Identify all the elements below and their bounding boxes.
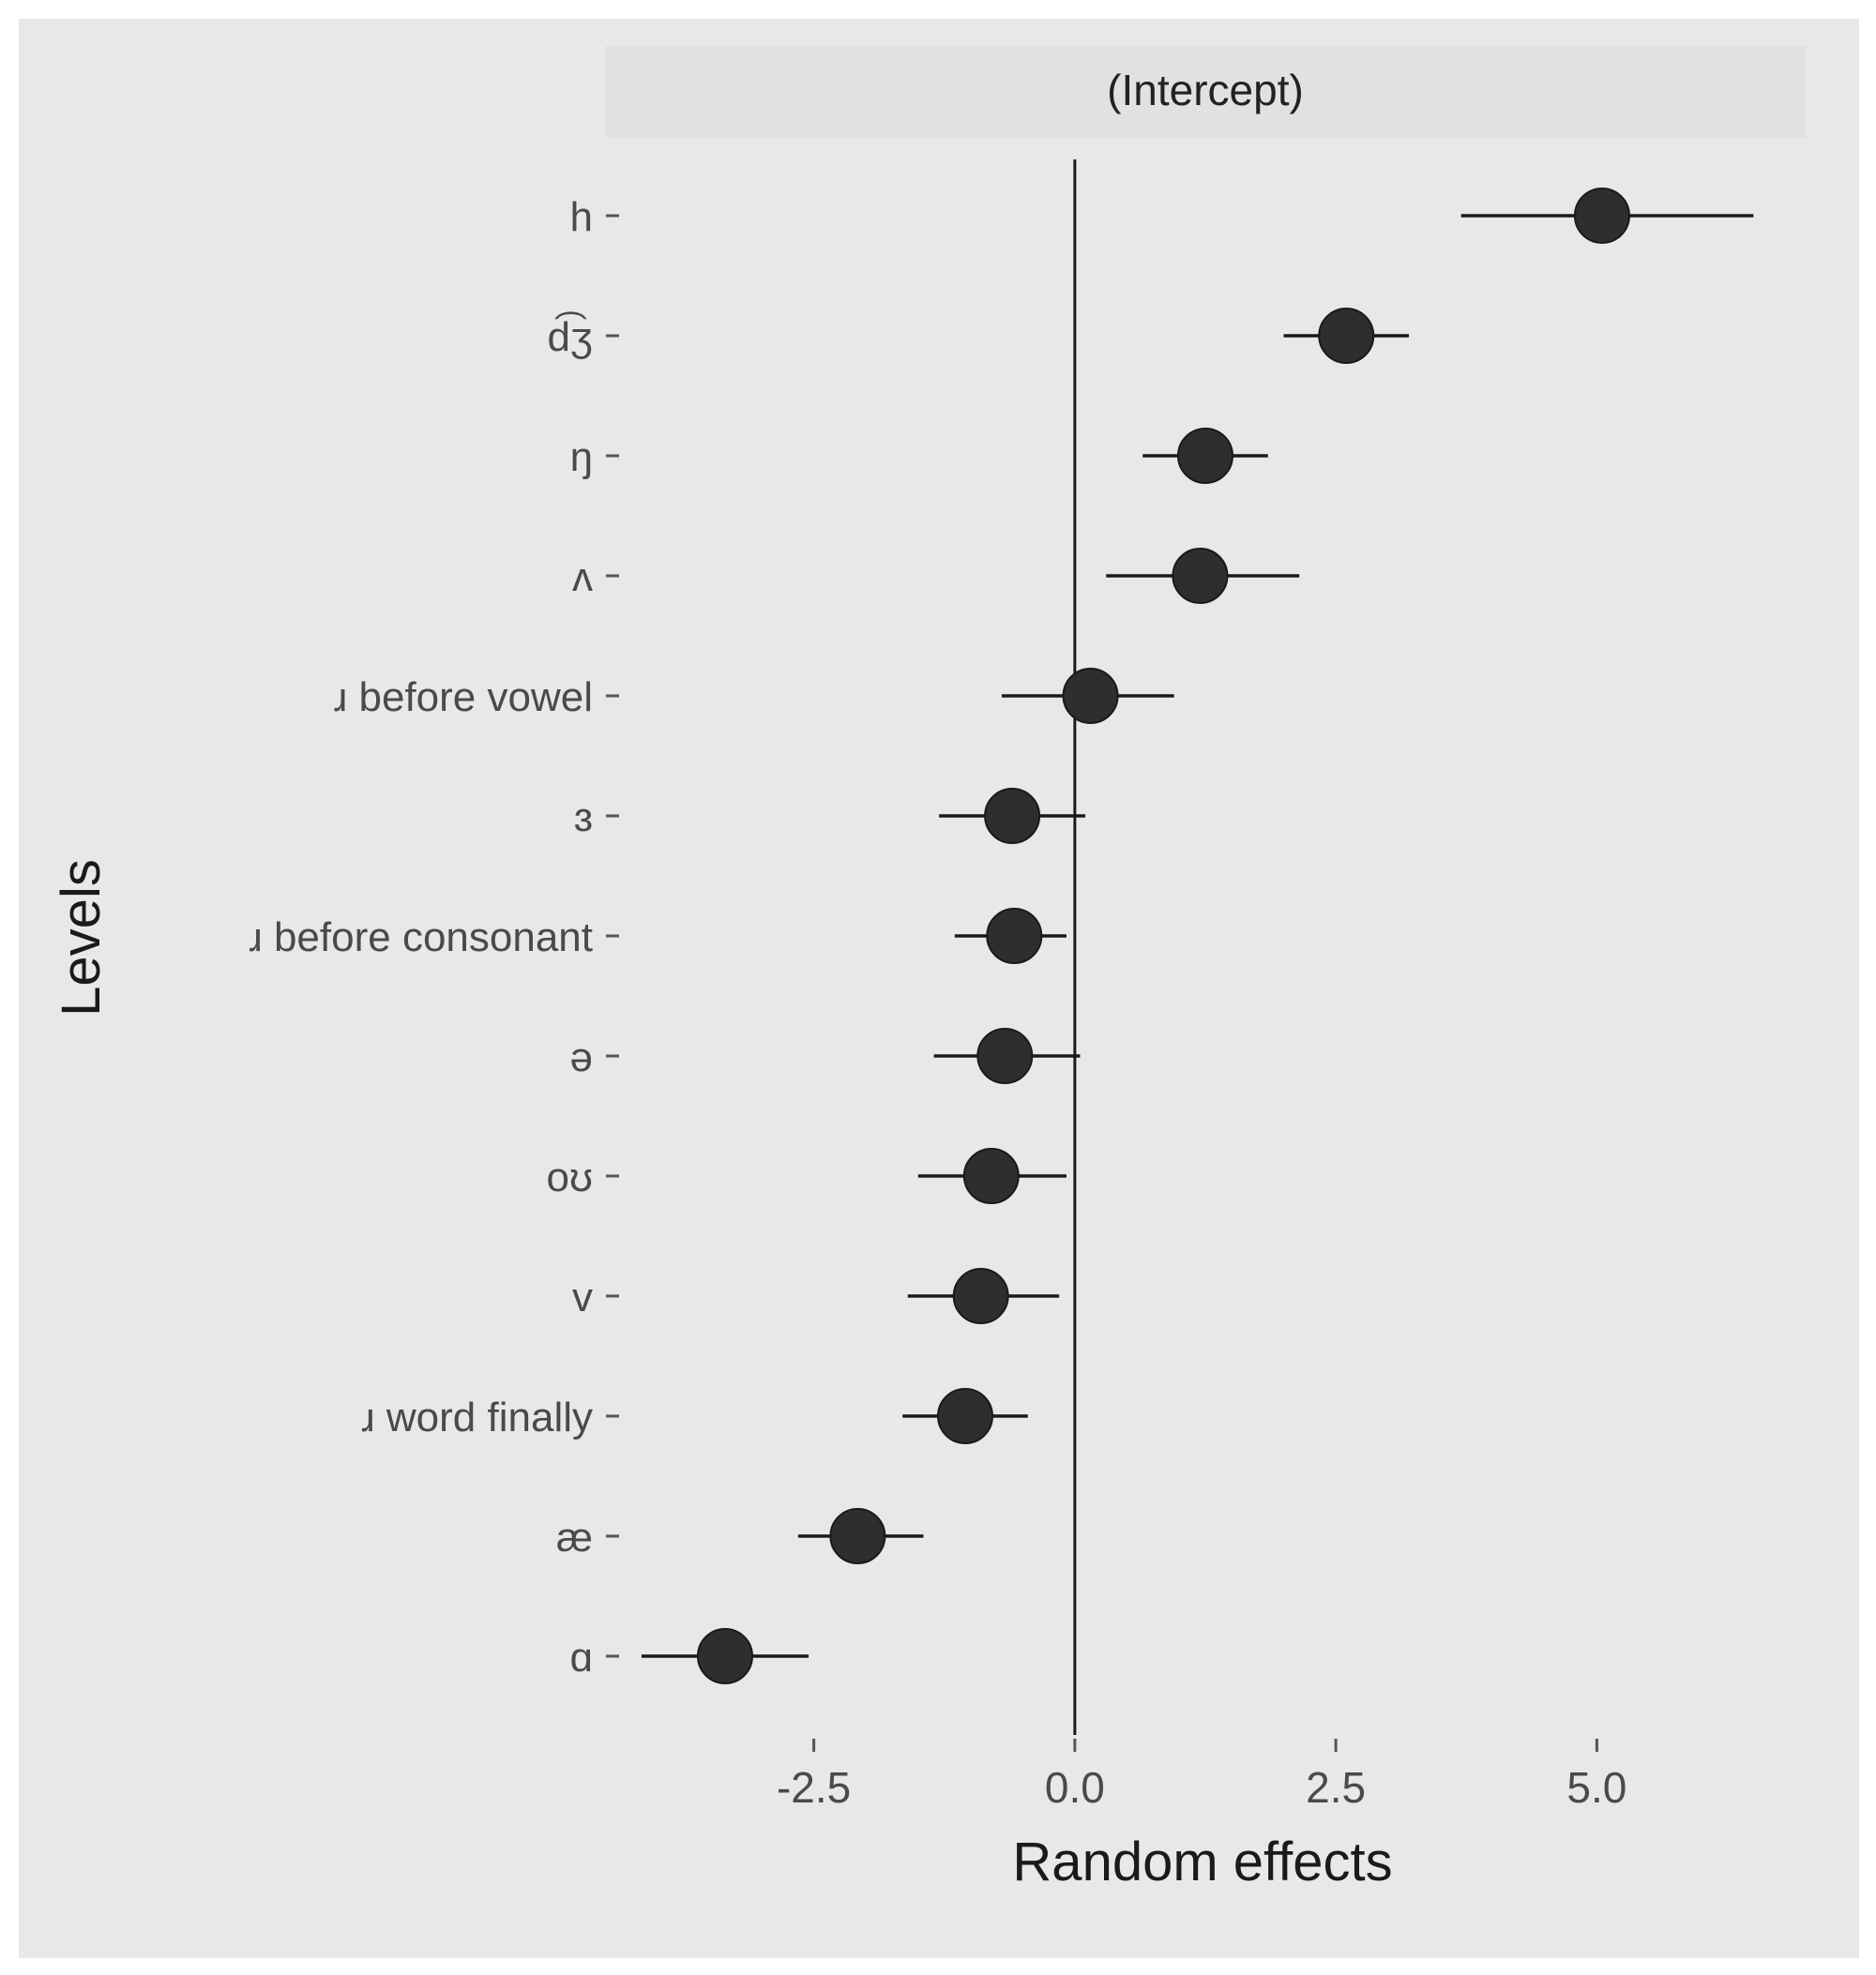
y-tick-label: ʌ — [572, 554, 593, 600]
point-1 — [1318, 308, 1375, 364]
point-2 — [1177, 428, 1233, 484]
y-tick-label: h — [570, 194, 593, 240]
point-10 — [937, 1388, 993, 1444]
chart-figure: (Intercept) h d͡ʒ ŋ ʌ ɹ before vowel ɜ ɹ befor… — [19, 19, 1859, 1958]
x-axis: -2.5 0.0 2.5 5.0 — [777, 1739, 1626, 1812]
y-tick-label: ɜ — [574, 794, 593, 840]
forest-plot: (Intercept) h d͡ʒ ŋ ʌ ɹ before vowel ɜ ɹ befor… — [51, 46, 1806, 1892]
point-6 — [986, 908, 1043, 964]
y-tick-label: ŋ — [570, 434, 593, 480]
x-tick-label: 0.0 — [1045, 1763, 1105, 1812]
point-8 — [962, 1148, 1020, 1204]
y-tick-label: d͡ʒ — [548, 311, 593, 360]
y-tick-label: ɹ word finally — [361, 1395, 593, 1440]
y-tick-label: ɹ before vowel — [334, 674, 593, 720]
y-tick-label: æ — [556, 1515, 593, 1560]
point-9 — [952, 1268, 1009, 1324]
point-4 — [1062, 668, 1119, 724]
point-12 — [697, 1628, 753, 1684]
point-5 — [984, 788, 1041, 844]
facet-strip — [605, 46, 1806, 138]
y-tick-label: ə — [570, 1034, 593, 1080]
x-tick-label: 2.5 — [1306, 1763, 1366, 1812]
facet-strip-label: (Intercept) — [1107, 66, 1304, 114]
point-3 — [1172, 548, 1229, 604]
point-11 — [829, 1508, 886, 1564]
point-0 — [1573, 188, 1630, 244]
x-tick-label: 5.0 — [1566, 1763, 1626, 1812]
x-axis-title: Random effects — [1012, 1832, 1392, 1892]
y-tick-label: oʊ — [547, 1154, 593, 1200]
x-tick-label: -2.5 — [777, 1763, 851, 1812]
y-tick-label: ɹ before consonant — [249, 914, 593, 960]
y-axis-title: Levels — [51, 859, 112, 1017]
y-axis: h d͡ʒ ŋ ʌ ɹ before vowel ɜ ɹ before consonant ə… — [249, 194, 619, 1681]
y-tick-label: v — [572, 1274, 593, 1320]
point-7 — [976, 1028, 1034, 1084]
y-tick-label: ɑ — [570, 1635, 593, 1681]
data-marks — [641, 188, 1754, 1684]
